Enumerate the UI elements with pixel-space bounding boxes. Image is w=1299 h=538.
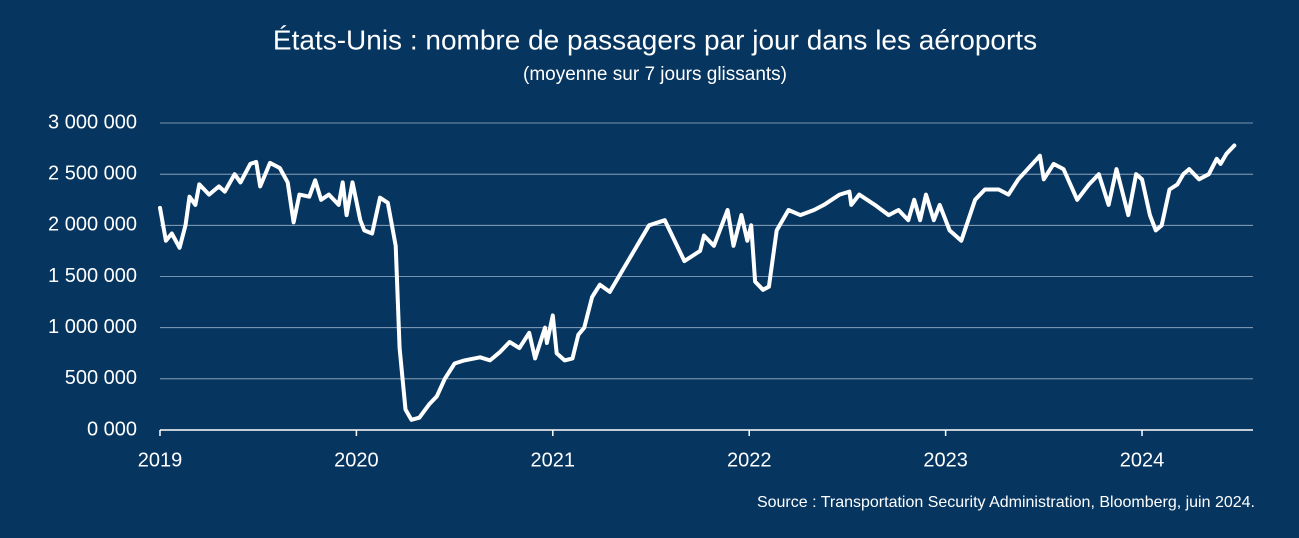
x-tick-label: 2020 [334,449,379,471]
chart-title: États-Unis : nombre de passagers par jou… [273,24,1037,55]
y-tick-label: 1 500 000 [48,265,137,287]
y-tick-label: 2 500 000 [48,162,137,184]
x-tick-label: 2019 [138,449,183,471]
y-tick-label: 2 000 000 [48,214,137,236]
x-tick-label: 2024 [1120,449,1165,471]
y-tick-label: 0 000 [87,418,137,440]
data-line [158,143,1237,422]
x-tick-label: 2023 [923,449,968,471]
source-note: Source : Transportation Security Adminis… [757,494,1255,511]
chart-subtitle: (moyenne sur 7 jours glissants) [523,64,787,85]
x-tick-label: 2021 [531,449,576,471]
y-tick-label: 3 000 000 [48,111,137,133]
x-tick-label: 2022 [727,449,772,471]
y-tick-label: 500 000 [65,367,137,389]
y-tick-label: 1 000 000 [48,316,137,338]
